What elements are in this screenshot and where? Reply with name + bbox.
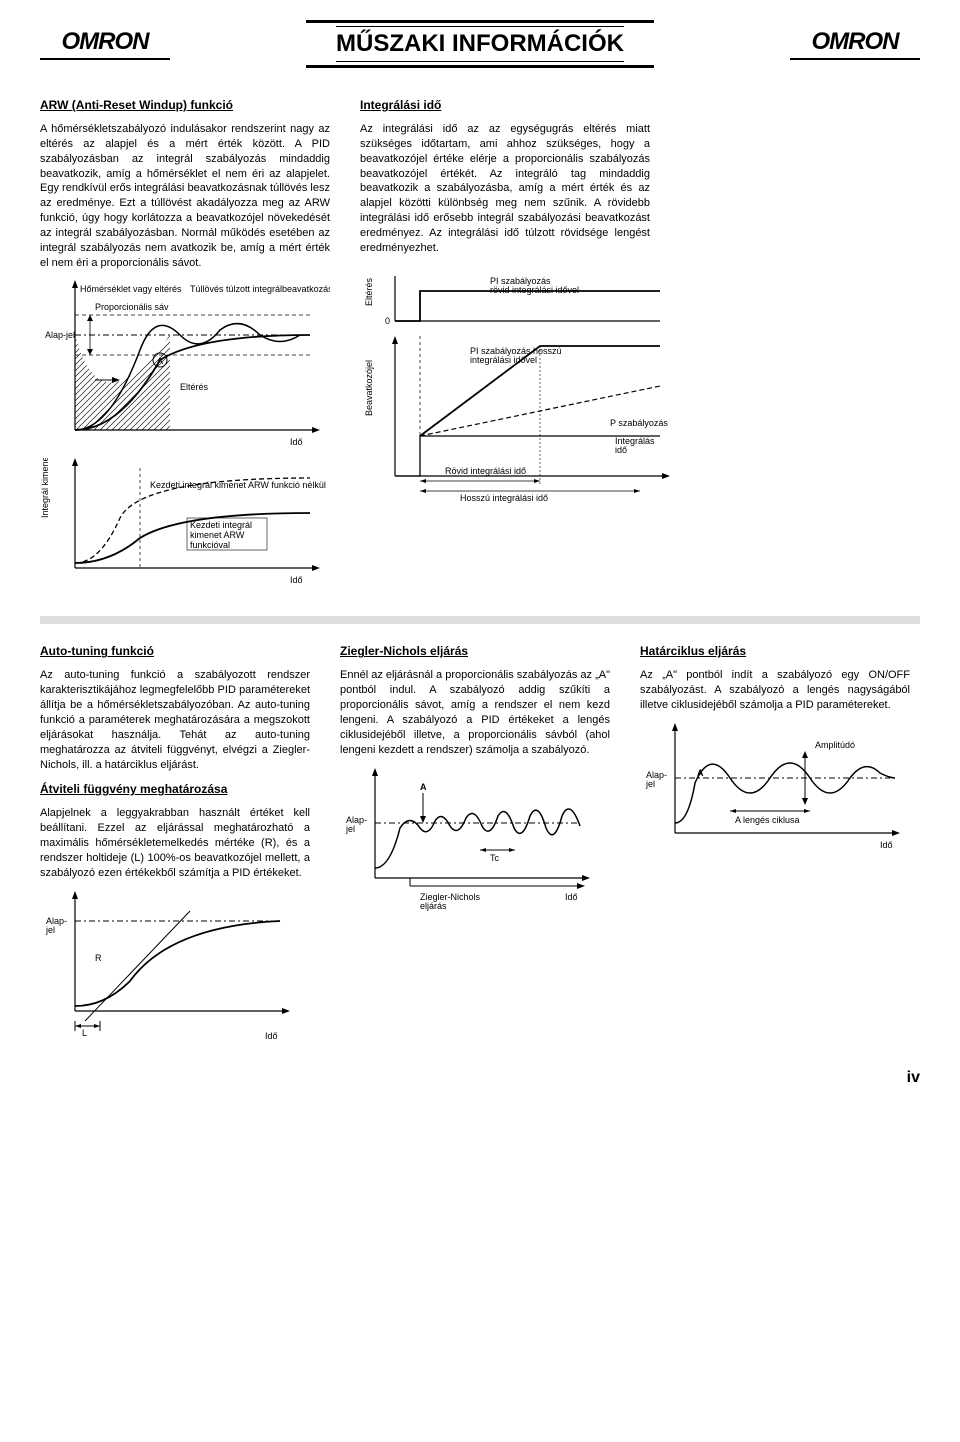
transfer-function-figure: R L Alap-jel Idő [40, 891, 310, 1041]
zn-label: Ziegler-Nicholseljárás [420, 892, 481, 911]
col-integral: Integrálási idő Az integrálási idő az az… [360, 98, 650, 596]
int-pi-rovid: PI szabályozásrövid integrálási idővel [490, 276, 579, 295]
autotuning-heading: Auto-tuning funkció [40, 644, 310, 658]
int-ylabel-top: Eltérés [364, 277, 374, 306]
zn-ido: Idő [565, 892, 578, 902]
int-hosszu: Hosszú integrálási idő [460, 493, 548, 503]
integral-heading: Integrálási idő [360, 98, 650, 112]
ziegler-heading: Ziegler-Nichols eljárás [340, 644, 610, 658]
fig-label-A: A [157, 356, 163, 366]
hc-ido: Idő [880, 840, 893, 850]
autotuning-sub-body: Alapjelnek a leggyakrabban használt érté… [40, 806, 310, 880]
col-hatarciklus: Határciklus eljárás Az „A" pontból indít… [640, 644, 910, 1048]
fig-label-prop: Proporcionális sáv [95, 302, 169, 312]
fig-label-ido: Idő [290, 437, 303, 447]
arw-figure-integral-output: Integrál kimenet Kezdeti integrál kimene… [40, 458, 330, 588]
fig-ylabel: Alap-jel [45, 330, 75, 340]
fig-label-hom: Hőmérséklet vagy eltérés [80, 284, 182, 294]
int-ylabel-bot: Beavatkozójel [364, 360, 374, 416]
arw-heading: ARW (Anti-Reset Windup) funkció [40, 98, 330, 112]
zn-ylabel: Alap-jel [345, 815, 367, 834]
logo-right: OMRON [790, 28, 920, 60]
page-header: OMRON MŰSZAKI INFORMÁCIÓK OMRON [40, 20, 920, 68]
ziegler-figure: A Tc Alap-jel Ziegler-Nicholseljárás Idő [340, 768, 610, 918]
fig-label-tull: Túllövés túlzott integrálbeavatkozás [190, 284, 330, 294]
autotuning-sub-heading: Átviteli függvény meghatározása [40, 782, 310, 796]
int-integralas: Integrálásidő [615, 436, 655, 455]
hatarciklus-heading: Határciklus eljárás [640, 644, 910, 658]
arw-figure-overshoot: A Alap-jel Hőmérséklet vagy eltérés Túll… [40, 280, 330, 450]
title-box: MŰSZAKI INFORMÁCIÓK [306, 20, 654, 68]
autotuning-body: Az auto-tuning funkció a szabályozott re… [40, 668, 310, 772]
fig2-lbl-nelkul: Kezdeti integrál kimenet ARW funkció nél… [150, 480, 326, 490]
logo-underline [40, 58, 170, 60]
arw-body: A hőmérsékletszabályozó indulásakor rend… [40, 122, 330, 270]
hatarciklus-body: Az „A" pontból indít a szabályozó egy ON… [640, 668, 910, 713]
integral-body: Az integrálási idő az az egységugrás elt… [360, 122, 650, 256]
int-p: P szabályozás [610, 418, 668, 428]
tf-R: R [95, 953, 102, 963]
zn-Tc: Tc [490, 853, 500, 863]
hc-A: A [697, 768, 704, 778]
col-ziegler: Ziegler-Nichols eljárás Ennél az eljárás… [340, 644, 610, 1048]
int-rovid: Rövid integrálási idő [445, 466, 526, 476]
upper-columns: ARW (Anti-Reset Windup) funkció A hőmérs… [40, 98, 920, 596]
logo-text-left: OMRON [62, 28, 149, 56]
fig2-lbl-val: Kezdeti integrálkimenet ARWfunkcióval [190, 520, 252, 550]
lower-columns: Auto-tuning funkció Az auto-tuning funkc… [40, 644, 920, 1048]
label-zero: 0 [385, 316, 390, 326]
fig2-ido: Idő [290, 575, 303, 585]
integral-figure: 0 Eltérés PI szabályozásrövid integrálás… [360, 266, 650, 506]
tf-L: L [82, 1028, 87, 1038]
tf-ylabel: Alap-jel [45, 916, 67, 935]
fig-label-elt: Eltérés [180, 382, 209, 392]
ziegler-body: Ennél az eljárásnál a proporcionális sza… [340, 668, 610, 757]
section-divider [40, 616, 920, 624]
tf-ido: Idő [265, 1031, 278, 1041]
hc-lenges: A lengés ciklusa [735, 815, 800, 825]
fig2-ylabel: Integrál kimenet [40, 458, 50, 518]
hc-amplitudo: Amplitúdó [815, 740, 855, 750]
int-pi-hosszu: PI szabályozás hosszúintegrálási idővel [470, 346, 562, 365]
col-autotuning: Auto-tuning funkció Az auto-tuning funkc… [40, 644, 310, 1048]
col-arw: ARW (Anti-Reset Windup) funkció A hőmérs… [40, 98, 330, 596]
logo-left: OMRON [40, 28, 170, 60]
hc-ylabel: Alap-jel [645, 770, 667, 789]
hatarciklus-figure: Amplitúdó A A lengés ciklusa Alap-jel Id… [640, 723, 910, 863]
logo-text-right: OMRON [811, 28, 898, 56]
page-number: iv [40, 1069, 920, 1087]
zn-A: A [420, 782, 427, 792]
page-title: MŰSZAKI INFORMÁCIÓK [336, 30, 624, 58]
logo-underline [790, 58, 920, 60]
